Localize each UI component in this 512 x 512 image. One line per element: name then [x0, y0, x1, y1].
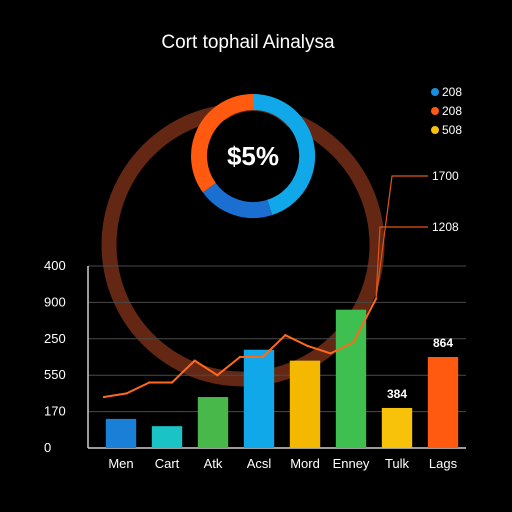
data-label: 864 — [433, 336, 453, 350]
donut-segment — [191, 94, 254, 193]
bar-tulk — [381, 407, 413, 448]
category-label: Tulk — [385, 456, 410, 471]
category-label: Cart — [155, 456, 180, 471]
legend: 208 208 508 — [431, 85, 462, 137]
category-label: Enney — [333, 456, 370, 471]
bars — [105, 309, 459, 448]
line-point — [102, 395, 106, 399]
donut-label: $5% — [227, 141, 279, 171]
line-point — [261, 355, 264, 359]
category-labels: Men Cart Atk Acsl Mord Enney Tulk Lags — [108, 456, 457, 471]
legend-label: 208 — [442, 85, 462, 99]
line-point — [238, 355, 242, 359]
category-label: Mord — [290, 456, 320, 471]
line-point — [306, 344, 310, 348]
leader-line — [375, 226, 428, 299]
y-tick-label: 400 — [44, 258, 66, 273]
bar-mord — [289, 360, 321, 448]
donut: $5% — [191, 93, 316, 219]
category-label: Acsl — [247, 456, 272, 471]
y-tick-label: 0 — [44, 440, 51, 455]
y-tick-label: 170 — [44, 404, 66, 419]
bar-enney — [335, 309, 367, 448]
legend-swatch — [431, 107, 439, 115]
bar-men — [105, 418, 137, 448]
grid-lines — [88, 265, 466, 413]
y-tick-label: 900 — [44, 294, 66, 309]
donut-segment — [202, 182, 273, 219]
line-point — [193, 359, 196, 362]
right-labels: 1700 1208 — [375, 169, 459, 299]
legend-label: 208 — [442, 104, 462, 118]
line-point — [329, 352, 332, 355]
legend-label: 508 — [442, 123, 462, 137]
category-label: Atk — [204, 456, 223, 471]
data-label: 384 — [387, 387, 407, 401]
donut-segment — [252, 93, 316, 216]
leader-line — [375, 175, 428, 299]
y-tick-label: 550 — [44, 367, 66, 382]
line-point — [352, 341, 355, 344]
legend-swatch — [431, 88, 439, 96]
y-tick-labels: 0 170 550 250 900 400 — [44, 258, 66, 455]
donut-hole — [208, 111, 298, 201]
data-labels: 384 864 — [387, 336, 453, 401]
line-point — [125, 392, 128, 395]
line-point — [216, 374, 219, 377]
category-label: Men — [108, 456, 133, 471]
right-label: 1208 — [432, 220, 459, 234]
chart-title: Cort tophail Ainalysa — [161, 32, 335, 53]
line-point — [148, 381, 151, 384]
bar-cart — [151, 426, 183, 448]
bar-lags — [427, 357, 459, 448]
y-tick-label: 250 — [44, 331, 66, 346]
right-label: 1700 — [432, 169, 459, 183]
line-series — [102, 297, 378, 399]
bar-acsl — [243, 349, 275, 448]
legend-swatch — [431, 126, 439, 134]
line-point — [170, 381, 174, 384]
line-point — [284, 333, 287, 337]
category-label: Lags — [429, 456, 458, 471]
bar-atk — [197, 397, 229, 448]
